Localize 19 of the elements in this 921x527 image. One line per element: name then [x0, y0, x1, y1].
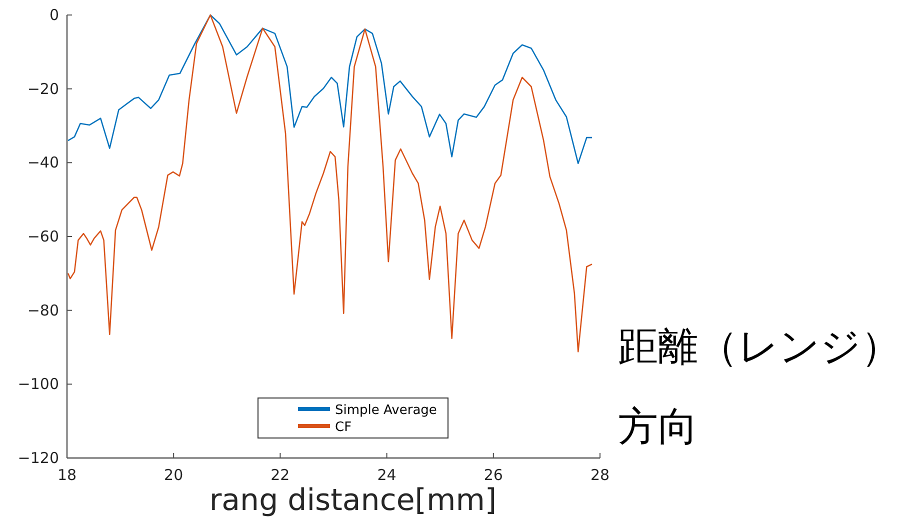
- x-tick-label: 26: [484, 466, 503, 484]
- line-series: [67, 14, 593, 352]
- text: 距離（レンジ）方向: [618, 324, 901, 450]
- y-tick-label: −40: [27, 154, 59, 172]
- y-tick-label: −60: [27, 228, 59, 246]
- y-tick-label: −20: [27, 80, 59, 98]
- legend-label: Simple Average: [335, 403, 437, 418]
- legend-label: CF: [335, 420, 352, 435]
- x-axis-title: rang distance[mm]: [209, 483, 497, 518]
- x-tick-label: 24: [377, 466, 396, 484]
- x-tick-label: 28: [590, 466, 610, 484]
- x-tick-label: 20: [164, 466, 184, 484]
- y-tick-label: −80: [27, 301, 59, 320]
- y-tick-label: −120: [18, 449, 59, 467]
- y-tick-label: 0: [49, 6, 59, 24]
- x-tick-label: 22: [270, 466, 290, 484]
- x-tick-label: 18: [57, 466, 77, 484]
- line-series: [67, 14, 593, 164]
- y-tick-label: −100: [18, 375, 59, 394]
